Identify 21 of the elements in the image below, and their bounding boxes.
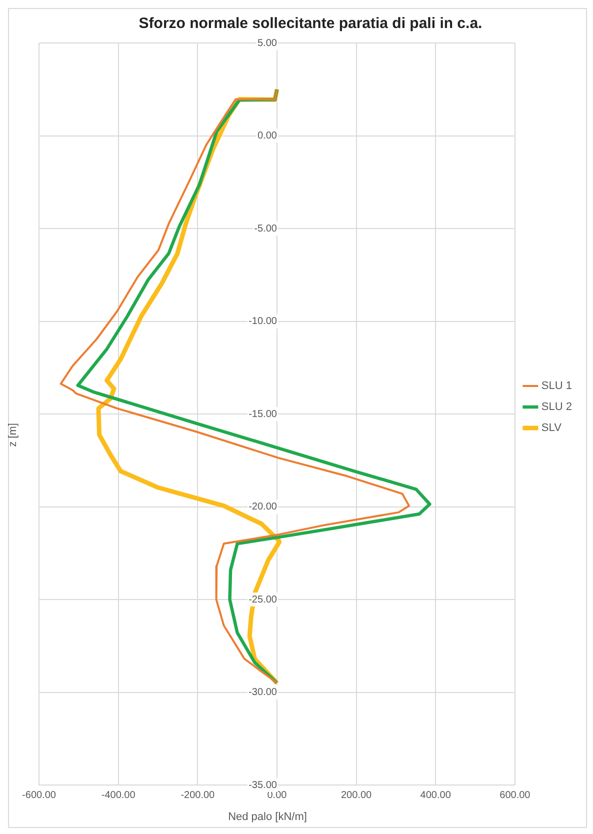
x-tick-label: 600.00 <box>500 790 531 801</box>
y-tick-label: -5.00 <box>254 223 278 234</box>
y-tick-label: -10.00 <box>248 316 278 327</box>
y-tick-label: 0.00 <box>257 130 278 142</box>
x-tick-label: 400.00 <box>420 790 452 801</box>
chart-title: Sforzo normale sollecitante paratia di pali in c.a. <box>138 15 482 32</box>
y-tick-label: -35.00 <box>248 780 278 791</box>
y-tick-label: -30.00 <box>248 687 278 698</box>
x-tick-label: -600.00 <box>22 790 56 801</box>
y-tick-label: -15.00 <box>248 408 278 420</box>
x-axis-title: Ned palo [kN/m] <box>227 811 308 823</box>
legend-label: SLU 1 <box>541 380 572 392</box>
x-tick-label: -200.00 <box>180 790 216 801</box>
y-tick-label: -25.00 <box>248 594 278 606</box>
y-axis-title: z [m] <box>6 423 19 447</box>
legend-label: SLU 2 <box>541 401 572 414</box>
legend-label: SLV <box>541 422 562 434</box>
x-tick-label: -400.00 <box>101 790 136 801</box>
y-tick-label: 5.00 <box>257 38 278 49</box>
y-tick-label: -20.00 <box>248 502 278 512</box>
x-tick-label: 200.00 <box>340 790 372 801</box>
